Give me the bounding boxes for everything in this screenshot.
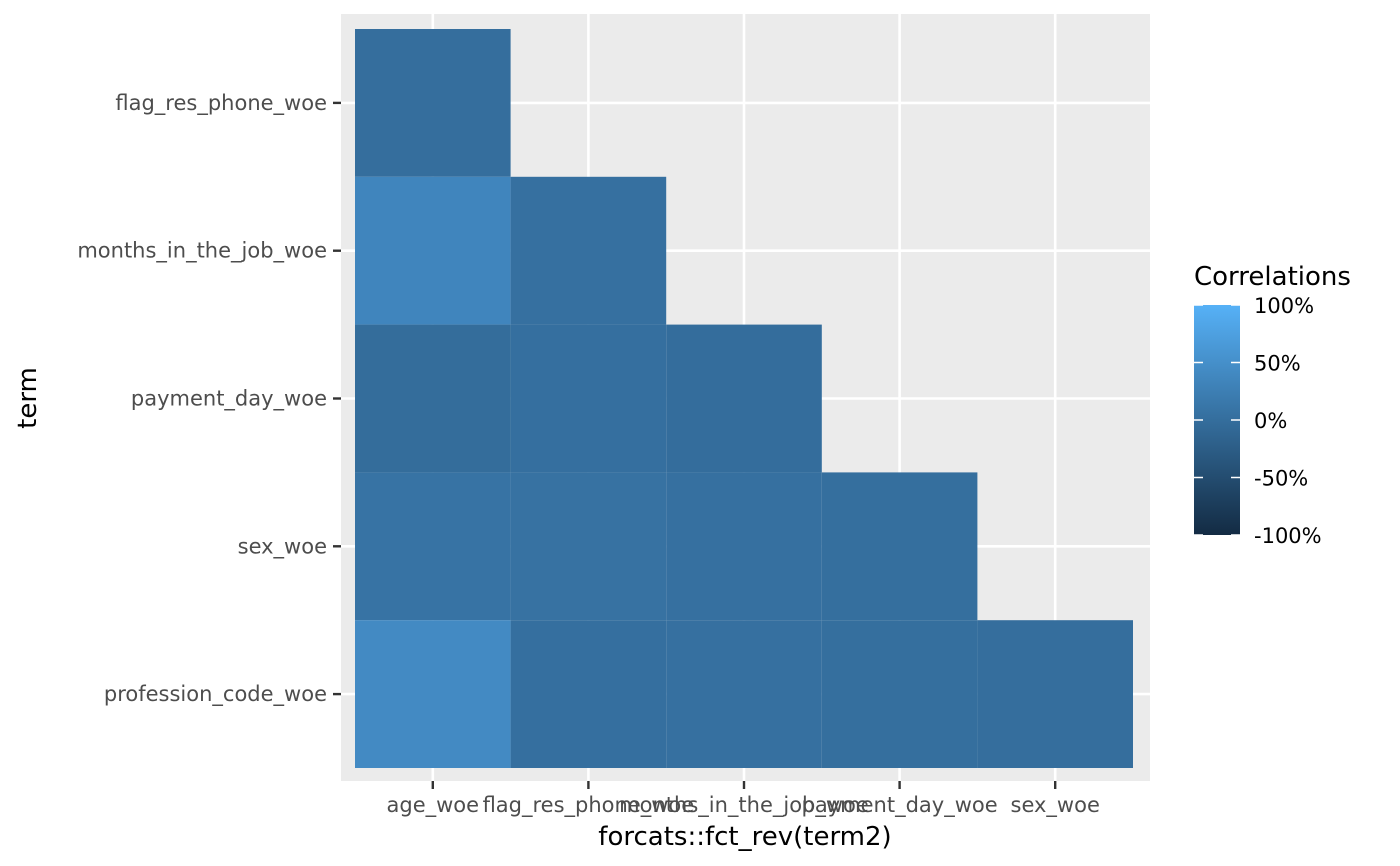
x-axis-title: forcats::fct_rev(term2) [598,822,891,852]
legend-label: 100% [1254,294,1314,318]
heatmap-cell [510,472,667,621]
heatmap-cell [510,176,667,325]
heatmap-cell [977,620,1133,768]
y-tick-label: months_in_the_job_woe [77,239,327,264]
heatmap-cell [355,324,511,473]
heatmap-cells [355,29,1133,768]
heatmap-cell [821,472,978,621]
x-tick-label: flag_res_phone_woe [483,793,695,818]
heatmap-cell [355,176,511,325]
x-tick-label: age_woe [387,793,480,818]
y-axis: flag_res_phone_woe months_in_the_job_woep… [77,91,341,707]
legend-label: -100% [1254,524,1322,548]
legend-label: 50% [1254,352,1301,376]
y-axis-title: term [13,367,43,429]
heatmap-cell [666,620,822,768]
heatmap-cell [821,620,978,768]
y-tick-label: profession_code_woe [104,682,327,707]
heatmap-cell [355,29,511,177]
heatmap-cell [666,324,822,473]
x-tick-label: months_in_the_job_woe [619,793,869,818]
heatmap-cell [666,472,822,621]
legend-label: 0% [1254,409,1287,433]
heatmap-cell [510,620,667,768]
x-tick-label: sex_woe [1011,793,1100,818]
heatmap-cell [510,324,667,473]
x-axis: age_woe flag_res_phone_woemonths_in_the_j… [387,781,1100,818]
heatmap-cell [355,620,511,768]
heatmap-cell [355,472,511,621]
x-tick-label: payment_day_woe [802,793,998,818]
legend-label: -50% [1254,467,1308,491]
y-tick-label: payment_day_woe [131,387,327,412]
y-tick-label: sex_woe [238,534,327,559]
legend: Correlations 100% 50% 0% -50% -100% [1194,262,1351,548]
legend-title: Correlations [1194,262,1351,292]
y-tick-label: flag_res_phone_woe [115,91,327,116]
